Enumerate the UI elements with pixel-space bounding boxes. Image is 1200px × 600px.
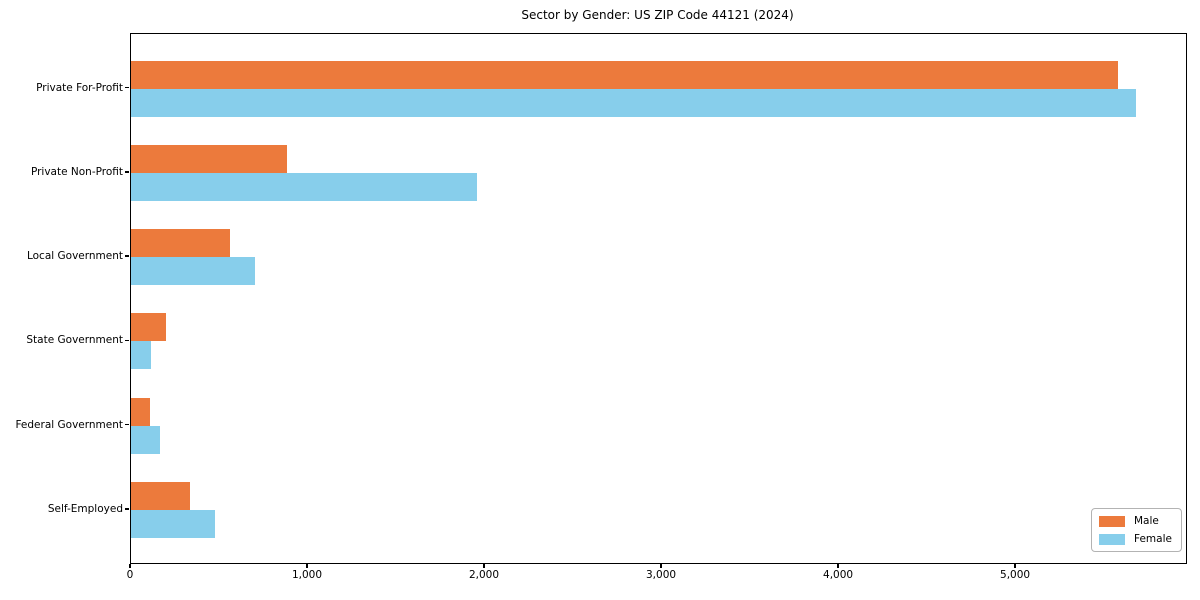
x-tick-label: 5,000 bbox=[1000, 569, 1031, 581]
y-tick-label: Federal Government bbox=[15, 418, 123, 431]
x-axis-tick bbox=[306, 563, 308, 568]
y-axis-tick bbox=[125, 423, 129, 426]
legend-label: Female bbox=[1134, 533, 1172, 545]
bar-female-federal-government bbox=[131, 425, 160, 454]
x-axis-tick bbox=[837, 563, 839, 568]
bar-female-self-employed bbox=[131, 510, 215, 538]
x-axis-tick bbox=[129, 563, 131, 568]
bar-female-local-government bbox=[131, 257, 255, 286]
y-axis-tick bbox=[125, 86, 129, 89]
bar-male-private-for-profit bbox=[131, 60, 1118, 89]
x-tick-label: 3,000 bbox=[646, 569, 677, 581]
bar-female-private-non-profit bbox=[131, 172, 477, 201]
bar-male-self-employed bbox=[131, 482, 190, 510]
y-tick-label: Self-Employed bbox=[47, 503, 123, 515]
bar-female-private-for-profit bbox=[131, 88, 1136, 117]
y-tick-label: Local Government bbox=[26, 250, 123, 263]
y-tick-label: Private For-Profit bbox=[36, 81, 123, 94]
x-tick-label: 1,000 bbox=[291, 569, 323, 581]
legend-label: Male bbox=[1134, 515, 1159, 527]
x-tick-label: 0 bbox=[126, 569, 134, 581]
chart-title: Sector by Gender: US ZIP Code 44121 (202… bbox=[521, 8, 794, 22]
y-tick-label: Private Non-Profit bbox=[30, 165, 123, 178]
legend-swatch-male bbox=[1099, 515, 1125, 527]
bar-male-state-government bbox=[131, 313, 166, 342]
x-axis-tick bbox=[1014, 563, 1016, 568]
y-axis-tick bbox=[125, 255, 129, 257]
bar-male-private-non-profit bbox=[131, 144, 287, 173]
y-tick-label: State Government bbox=[26, 334, 123, 347]
y-axis-tick bbox=[125, 339, 129, 342]
bar-male-federal-government bbox=[131, 397, 150, 426]
bar-male-local-government bbox=[131, 229, 230, 258]
legend-item-female: Female bbox=[1099, 533, 1172, 545]
legend: Male Female bbox=[1091, 508, 1182, 552]
y-axis-tick bbox=[125, 508, 129, 510]
legend-swatch-female bbox=[1099, 533, 1125, 545]
x-tick-label: 4,000 bbox=[823, 569, 854, 581]
legend-item-male: Male bbox=[1099, 515, 1172, 527]
x-axis-tick bbox=[660, 563, 662, 568]
plot-area bbox=[130, 33, 1187, 564]
y-axis-tick bbox=[125, 171, 129, 173]
x-tick-label: 2,000 bbox=[468, 569, 500, 581]
x-axis-tick bbox=[483, 563, 485, 568]
bar-female-state-government bbox=[131, 341, 151, 370]
